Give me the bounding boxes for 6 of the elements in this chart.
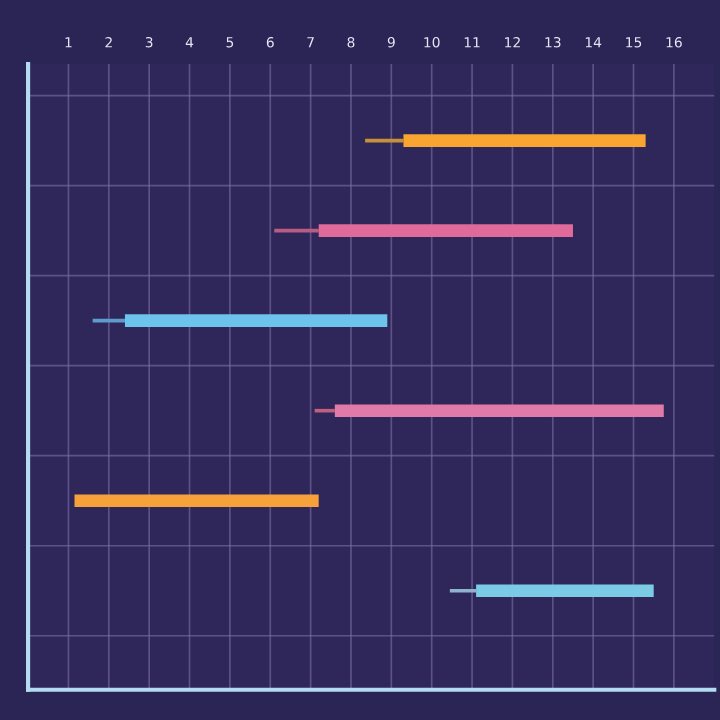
- bar: [334, 404, 664, 417]
- bar: [403, 134, 646, 147]
- bar: [124, 314, 388, 327]
- bar: [318, 224, 573, 237]
- bar: [74, 494, 319, 508]
- bar: [476, 584, 654, 598]
